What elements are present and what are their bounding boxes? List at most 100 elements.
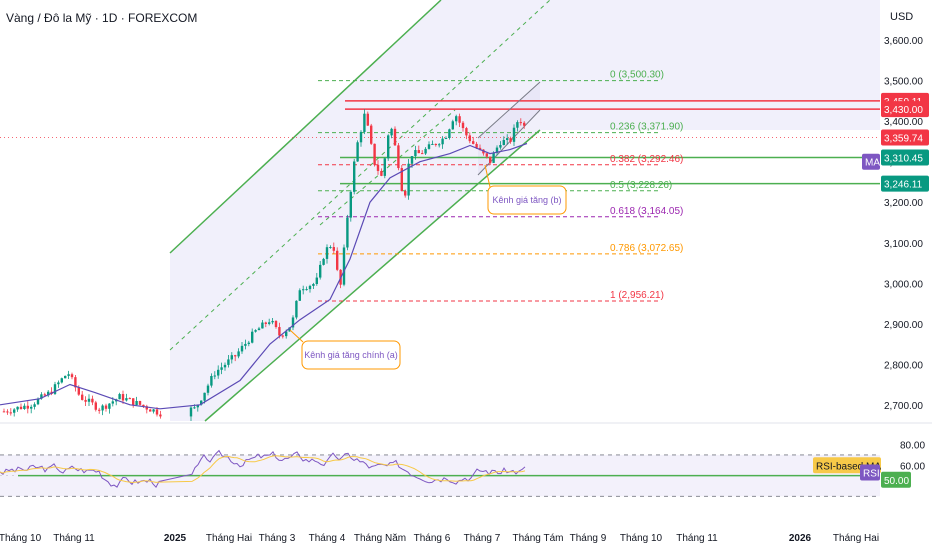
candle-body <box>16 406 19 410</box>
moving-average-line <box>0 142 528 410</box>
price-tag: 3,430.00 <box>881 101 929 118</box>
annotation-a-box <box>301 340 401 370</box>
candle-body <box>74 377 77 388</box>
candle-body <box>43 394 46 396</box>
candle-body <box>84 399 87 402</box>
price-tick-label: 2,700.00 <box>884 401 923 412</box>
candle-body <box>400 168 403 192</box>
ma-tag-bg <box>862 153 880 170</box>
candle-body <box>489 156 492 163</box>
candle-body <box>104 405 108 409</box>
candle-body <box>81 394 84 400</box>
rsi-tag-label: 50.00 <box>884 476 909 487</box>
candle-body <box>383 158 386 176</box>
price-tick-label: 3,600.00 <box>884 36 923 47</box>
fibonacci-retracement: 0 (3,500.30) 0.236 (3,371.90) 0.382 (3,292… <box>318 70 683 302</box>
candle-body <box>444 137 448 139</box>
candle-body <box>118 394 121 400</box>
candle-body <box>427 144 431 149</box>
candle-body <box>502 140 505 146</box>
time-tick-label: Tháng 11 <box>676 533 718 544</box>
rsi-tag-bg <box>860 464 880 481</box>
channel-a <box>169 0 551 422</box>
currency-label: USD <box>890 11 914 23</box>
candle-body <box>295 300 298 318</box>
candle-body <box>19 406 23 410</box>
candle-body <box>312 283 315 286</box>
candle-body <box>393 128 397 146</box>
candle-body <box>149 409 152 412</box>
price-axis: 2,700.00 2,800.00 2,900.00 3,000.00 3,100.00… <box>884 36 923 412</box>
candle-body <box>240 345 244 352</box>
candle-body <box>305 289 308 291</box>
channel-a-lower-line <box>204 129 541 422</box>
candle-body <box>366 113 369 126</box>
candle-body <box>213 375 216 377</box>
candle-body <box>101 405 104 411</box>
candle-body <box>189 407 193 417</box>
candle-body <box>268 322 271 324</box>
candle-body <box>414 150 417 157</box>
fib-level-label: 0.618 (3,164.05) <box>610 206 683 217</box>
channel-b-upper-line <box>477 81 541 139</box>
annotation-b-box <box>487 185 567 215</box>
annotation-b-connector <box>484 164 491 188</box>
candle-body <box>499 145 502 148</box>
time-tick-label: Tháng Tám <box>513 533 564 544</box>
rsi-tick-label: 60.00 <box>900 461 925 472</box>
candle-body <box>397 145 400 169</box>
candle-body <box>359 131 363 143</box>
candle-body <box>346 217 349 248</box>
candle-body <box>128 398 131 400</box>
candle-body <box>516 122 519 128</box>
candle-body <box>390 128 393 136</box>
candle-body <box>200 400 203 405</box>
candle-body <box>251 331 254 343</box>
candle-body <box>492 152 495 163</box>
candle-body <box>203 392 206 401</box>
candle-body <box>298 290 301 301</box>
candle-body <box>370 125 373 144</box>
channel-b <box>477 81 541 176</box>
rsi-tick-label: 80.00 <box>900 441 925 452</box>
candle-body <box>237 351 240 357</box>
candle-body <box>472 141 475 144</box>
channel-b-lower-line <box>477 109 541 176</box>
candle-body <box>234 355 237 357</box>
time-tick-label: Tháng 4 <box>309 533 346 544</box>
candle-body <box>26 405 29 409</box>
candle-body <box>98 409 101 411</box>
candle-body <box>278 327 281 336</box>
candle-body <box>67 374 70 376</box>
annotation-b-text: Kênh giá tăng (b) <box>492 195 561 205</box>
time-tick-label: Tháng 10 <box>0 533 42 544</box>
candle-body <box>145 406 148 410</box>
candle-body <box>64 375 67 379</box>
candle-body <box>363 113 366 132</box>
candle-body <box>475 143 478 148</box>
candle-body <box>33 404 36 407</box>
annotation-a-connector <box>289 329 304 343</box>
candle-body <box>438 144 441 146</box>
candle-body <box>36 398 40 405</box>
candle-body <box>257 328 261 331</box>
candle-body <box>217 369 220 376</box>
price-tick-label: 3,500.00 <box>884 77 923 88</box>
candle-body <box>159 414 162 417</box>
candle-body <box>509 138 512 142</box>
candle-body <box>468 135 471 142</box>
candle-body <box>155 409 159 415</box>
candle-body <box>322 258 325 265</box>
candle-body <box>332 247 335 251</box>
candle-body <box>407 163 410 196</box>
fib-level-label: 1 (2,956.21) <box>610 290 664 301</box>
fib-level-label: 0.5 (3,228.26) <box>610 180 672 191</box>
candle-body <box>223 364 227 368</box>
candle-body <box>271 320 274 323</box>
rsi-pane: 80.00 60.00 <box>0 441 925 497</box>
candle-body <box>2 411 6 413</box>
candle-body <box>264 322 267 324</box>
time-tick-label: Tháng 3 <box>259 533 296 544</box>
rsi-tag-label: RSI <box>863 469 880 480</box>
